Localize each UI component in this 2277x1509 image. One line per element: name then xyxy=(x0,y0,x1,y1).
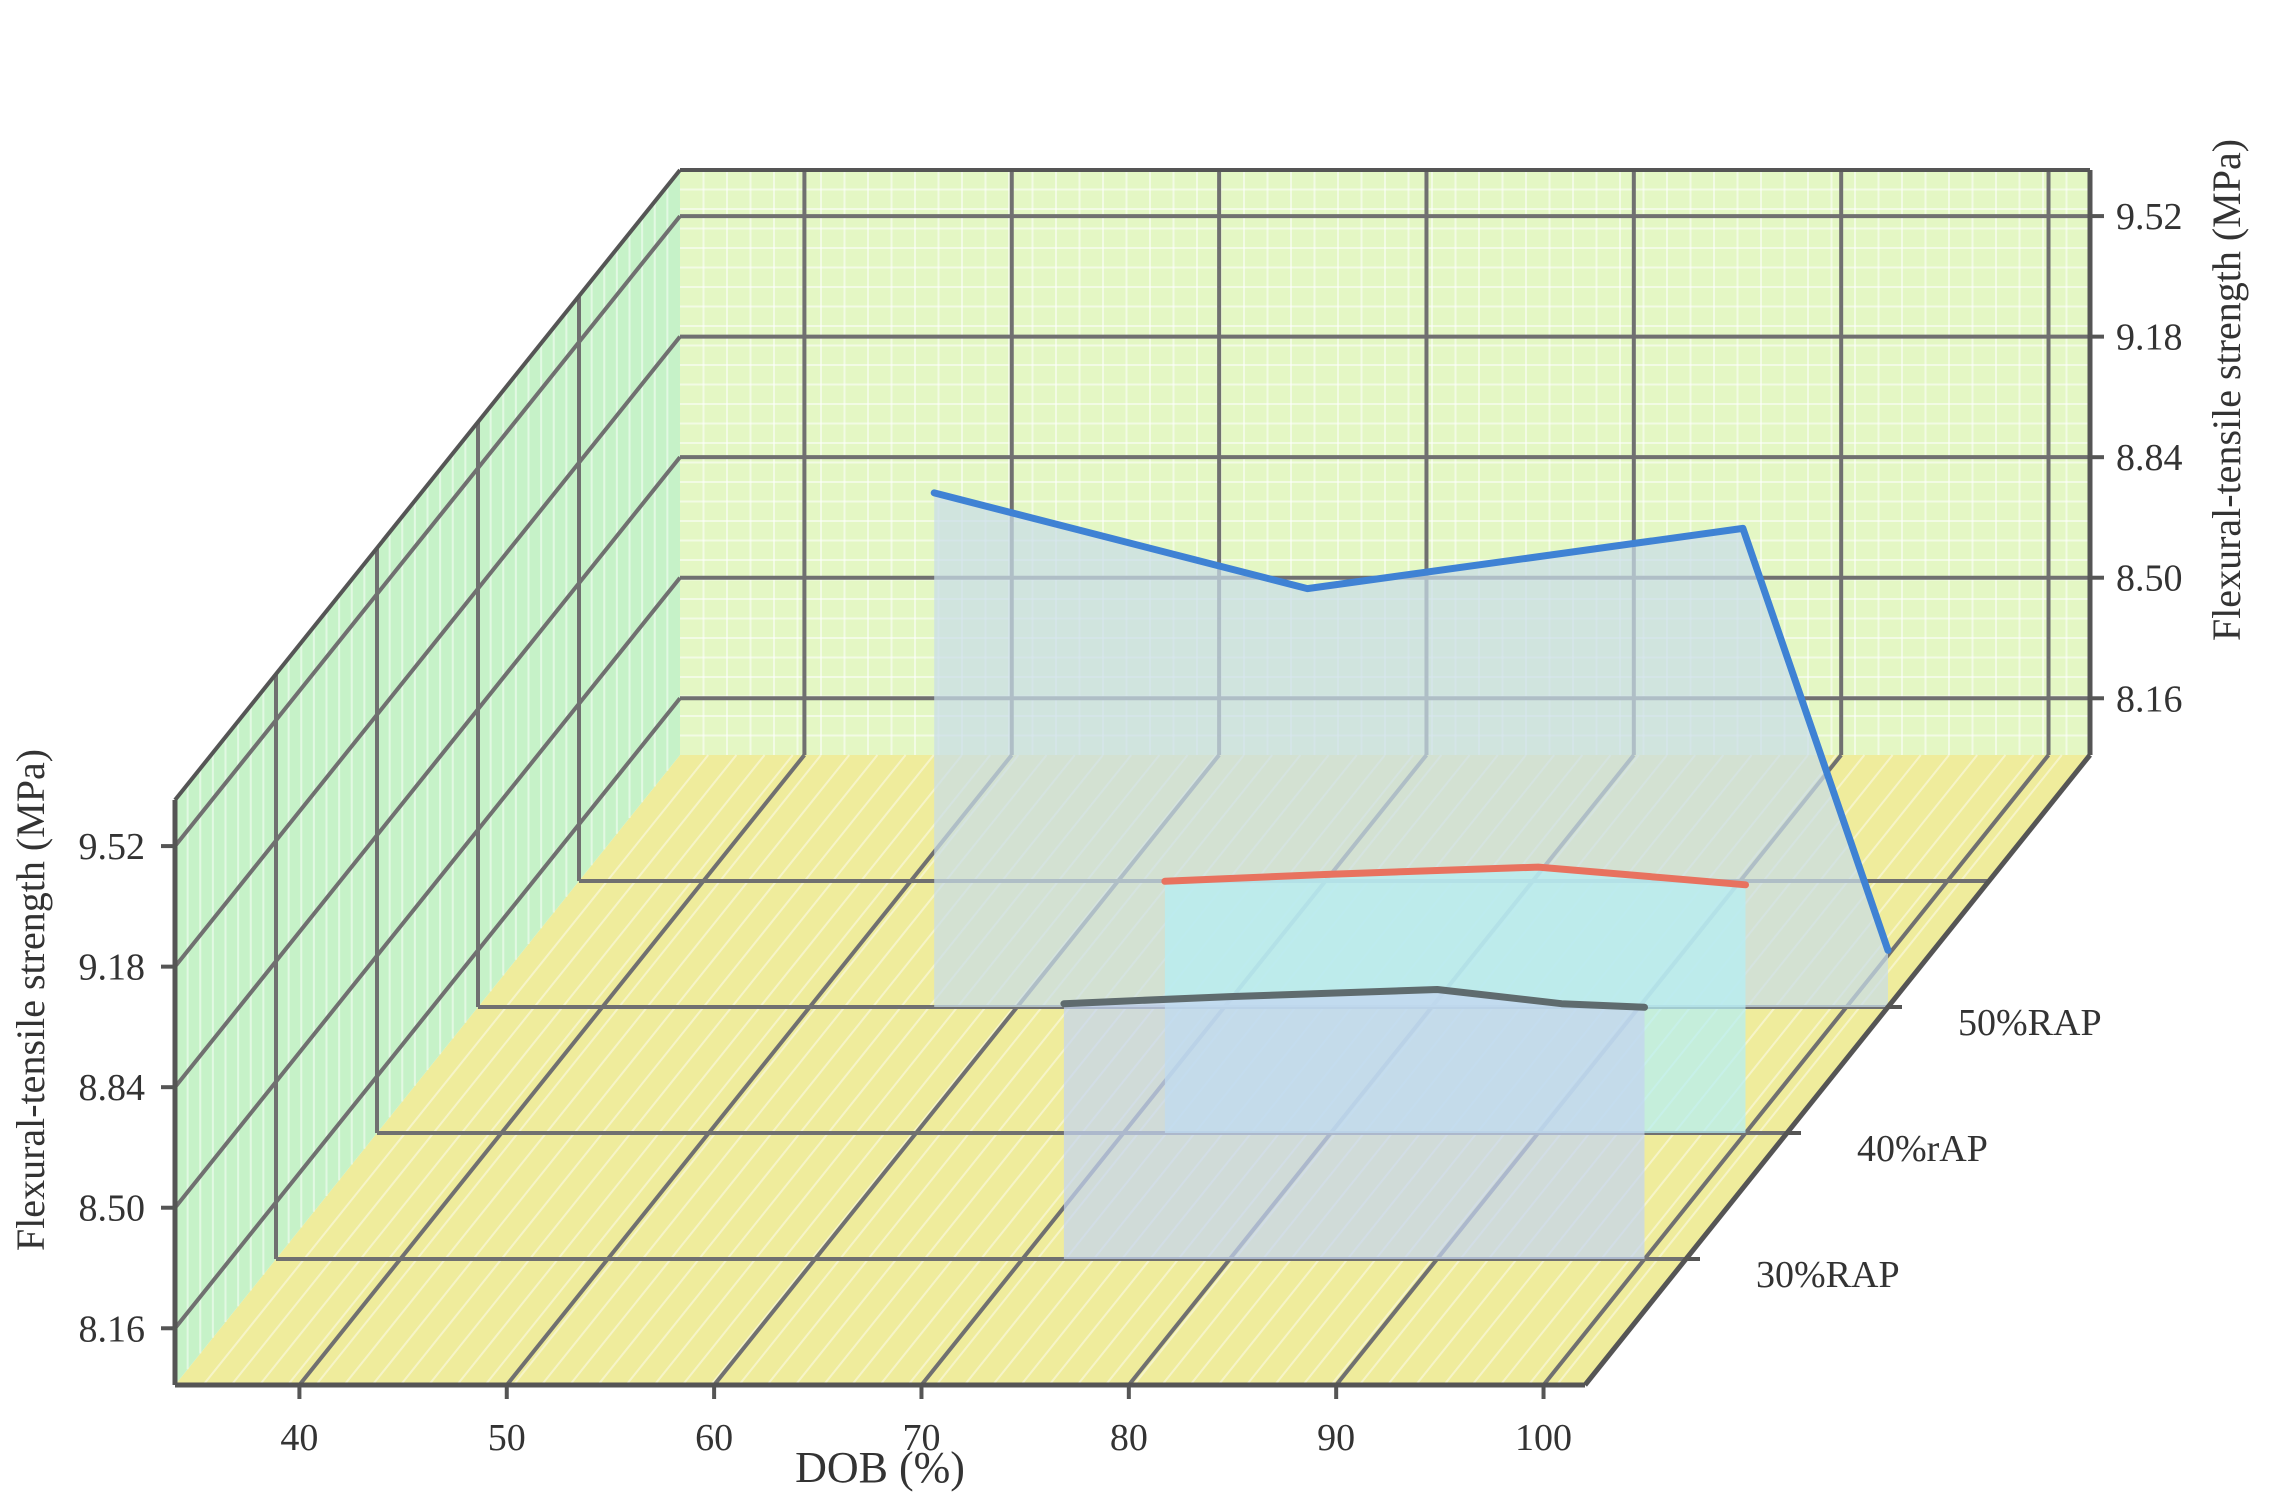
y-tick-label-right: 8.16 xyxy=(2116,678,2183,720)
y-tick-label-left: 8.50 xyxy=(79,1188,146,1230)
floor-texture-line xyxy=(484,754,991,1386)
floor-texture-line xyxy=(202,754,709,1386)
x-tick-label: 80 xyxy=(1110,1417,1148,1459)
y-tick-label-left: 9.18 xyxy=(79,947,146,989)
floor-texture-line xyxy=(456,754,963,1386)
chart-axes xyxy=(161,168,2104,1399)
y-tick-label-left: 8.84 xyxy=(79,1067,146,1109)
x-tick-label: 40 xyxy=(280,1417,318,1459)
y-axis-title-right: Flexural-tensile strength (MPa) xyxy=(2204,139,2249,641)
floor-texture-line xyxy=(1556,754,2063,1386)
floor-gridline xyxy=(505,753,1014,1387)
floor-gridline xyxy=(297,753,806,1387)
x-tick-label: 100 xyxy=(1515,1417,1572,1459)
chart-gridlines xyxy=(173,170,2090,1387)
series-line-30%RAP xyxy=(1060,986,1648,1011)
floor-texture-line xyxy=(343,754,850,1386)
z-category-label: 50%RAP xyxy=(1958,1002,2102,1044)
y-tick-label-right: 8.50 xyxy=(2116,558,2183,600)
side-wall-gridline xyxy=(173,697,682,1330)
floor-texture-line xyxy=(1527,754,2035,1386)
floor-texture-line xyxy=(428,754,935,1386)
side-wall-gridline xyxy=(173,335,682,968)
y-tick-label-left: 8.16 xyxy=(79,1308,146,1350)
side-wall-gridline xyxy=(173,214,682,848)
side-wall-gridline xyxy=(173,576,682,1209)
floor-gridline xyxy=(1541,753,2051,1387)
side-wall-top-edge xyxy=(173,168,682,802)
y-axis-title-left: Flexural-tensile strength (MPa) xyxy=(8,749,53,1251)
x-tick-label: 60 xyxy=(695,1417,733,1459)
x-tick-label: 90 xyxy=(1317,1417,1355,1459)
x-tick-label: 50 xyxy=(488,1417,526,1459)
series-area-30%RAP xyxy=(1063,989,1645,1259)
z-axis-line xyxy=(1583,753,2092,1387)
floor-texture-line xyxy=(399,754,907,1386)
z-category-label: 30%RAP xyxy=(1756,1254,1900,1296)
floor-texture-line xyxy=(1499,754,2007,1386)
floor-texture-line xyxy=(371,754,879,1386)
x-tick-label: 70 xyxy=(902,1417,940,1459)
side-wall-gridline xyxy=(173,455,682,1089)
series-line-40%rAP xyxy=(1161,863,1749,889)
y-tick-label-right: 8.84 xyxy=(2116,437,2183,479)
z-category-label: 40%rAP xyxy=(1857,1128,1988,1170)
y-tick-label-left: 9.52 xyxy=(79,826,146,868)
y-tick-label-right: 9.52 xyxy=(2116,196,2183,238)
chart-labels: DOB (%) Flexural-tensile strength (MPa) … xyxy=(8,139,2249,1492)
floor-texture-line xyxy=(258,754,766,1386)
chart-series-layer xyxy=(930,489,1892,1259)
floor-texture-line xyxy=(315,754,822,1386)
floor-texture-line xyxy=(230,754,738,1386)
floor-texture-line xyxy=(287,754,794,1386)
y-tick-label-right: 9.18 xyxy=(2116,317,2183,359)
x-axis-title: DOB (%) xyxy=(795,1443,965,1492)
series-line-50%RAP xyxy=(930,489,1892,954)
